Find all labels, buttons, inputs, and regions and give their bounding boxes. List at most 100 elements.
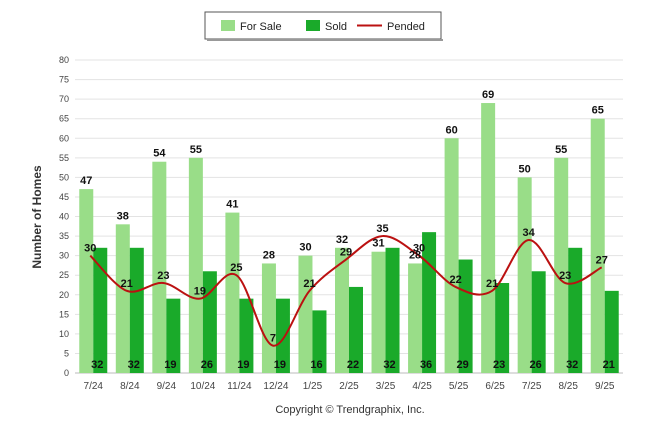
y-tick-label: 70 bbox=[59, 94, 69, 104]
x-tick-label: 9/25 bbox=[595, 381, 615, 392]
data-label-sold: 29 bbox=[456, 359, 468, 371]
data-label-sold: 23 bbox=[493, 359, 505, 371]
x-tick-label: 8/25 bbox=[558, 381, 578, 392]
data-label-sold: 32 bbox=[91, 359, 103, 371]
y-tick-label: 30 bbox=[59, 251, 69, 261]
data-label-for-sale: 30 bbox=[299, 242, 311, 254]
bar-for-sale bbox=[481, 103, 496, 373]
y-tick-label: 65 bbox=[59, 114, 69, 124]
y-axis-label: Number of Homes bbox=[30, 165, 44, 269]
data-label-sold: 21 bbox=[603, 359, 615, 371]
data-label-pended: 23 bbox=[157, 270, 169, 282]
data-label-for-sale: 50 bbox=[519, 163, 531, 175]
x-tick-label: 4/25 bbox=[412, 381, 432, 392]
data-label-sold: 19 bbox=[274, 359, 286, 371]
data-label-pended: 21 bbox=[303, 278, 315, 290]
copyright-text: Copyright © Trendgraphix, Inc. bbox=[275, 404, 424, 416]
y-tick-label: 25 bbox=[59, 270, 69, 280]
x-tick-label: 10/24 bbox=[190, 381, 215, 392]
x-tick-label: 7/25 bbox=[522, 381, 542, 392]
x-tick-label: 3/25 bbox=[376, 381, 396, 392]
bar-for-sale bbox=[517, 177, 532, 373]
y-tick-label: 5 bbox=[64, 348, 69, 358]
bar-for-sale bbox=[444, 138, 459, 373]
legend-label-for-sale: For Sale bbox=[240, 21, 282, 33]
y-tick-label: 40 bbox=[59, 212, 69, 222]
bar-for-sale bbox=[225, 212, 240, 373]
legend: For Sale Sold Pended bbox=[204, 11, 443, 41]
data-labels: 47 32 38 32 54 19 55 26 41 19 28 19 30 16 32 22 31 32 28 36… bbox=[80, 89, 615, 371]
data-label-for-sale: 32 bbox=[336, 234, 348, 246]
data-label-for-sale: 60 bbox=[445, 124, 457, 136]
data-label-sold: 19 bbox=[237, 359, 249, 371]
bar-sold bbox=[93, 247, 108, 373]
legend-box bbox=[204, 11, 442, 40]
data-label-pended: 35 bbox=[376, 223, 388, 235]
data-label-sold: 22 bbox=[347, 359, 359, 371]
data-label-for-sale: 38 bbox=[117, 210, 129, 222]
x-tick-label: 6/25 bbox=[485, 381, 505, 392]
y-tick-label: 0 bbox=[64, 368, 69, 378]
bar-for-sale bbox=[188, 157, 203, 373]
data-label-pended: 21 bbox=[121, 278, 133, 290]
x-axis: 7/24 8/24 9/24 10/24 11/24 12/24 1/25 2/25 3/25 4… bbox=[84, 381, 615, 392]
x-tick-label: 9/24 bbox=[157, 381, 177, 392]
bar-for-sale bbox=[371, 251, 386, 373]
data-label-pended: 22 bbox=[449, 274, 461, 286]
y-tick-label: 15 bbox=[59, 309, 69, 319]
data-label-sold: 16 bbox=[310, 359, 322, 371]
data-label-for-sale: 69 bbox=[482, 89, 494, 101]
y-tick-label: 35 bbox=[59, 231, 69, 241]
y-tick-label: 75 bbox=[59, 75, 69, 85]
legend-label-pended: Pended bbox=[387, 21, 425, 33]
data-label-pended: 21 bbox=[486, 278, 498, 290]
data-label-sold: 32 bbox=[566, 359, 578, 371]
data-label-for-sale: 55 bbox=[555, 144, 567, 156]
bar-sold bbox=[166, 298, 181, 373]
y-tick-label: 50 bbox=[59, 172, 69, 182]
data-label-pended: 30 bbox=[84, 243, 96, 255]
data-label-pended: 7 bbox=[270, 333, 276, 345]
data-label-pended: 30 bbox=[413, 243, 425, 255]
bar-for-sale bbox=[79, 189, 94, 373]
data-label-pended: 19 bbox=[194, 286, 206, 298]
bar-for-sale bbox=[152, 161, 167, 373]
bar-sold bbox=[275, 298, 290, 373]
data-label-pended: 34 bbox=[523, 227, 536, 239]
data-label-sold: 32 bbox=[128, 359, 140, 371]
data-label-for-sale: 28 bbox=[409, 249, 421, 261]
x-tick-label: 7/24 bbox=[84, 381, 104, 392]
data-label-sold: 19 bbox=[164, 359, 176, 371]
data-label-sold: 26 bbox=[201, 359, 213, 371]
legend-swatch-sold bbox=[306, 20, 320, 31]
bar-for-sale bbox=[261, 263, 276, 373]
y-tick-label: 45 bbox=[59, 192, 69, 202]
x-tick-label: 1/25 bbox=[303, 381, 323, 392]
y-tick-label: 55 bbox=[59, 153, 69, 163]
bar-for-sale bbox=[115, 224, 130, 373]
bar-sold bbox=[239, 298, 254, 373]
legend-shadow bbox=[207, 39, 443, 41]
data-label-for-sale: 31 bbox=[372, 238, 384, 250]
bar-sold bbox=[385, 247, 400, 373]
x-tick-label: 11/24 bbox=[227, 381, 252, 392]
bar-sold bbox=[604, 290, 619, 373]
data-label-sold: 32 bbox=[383, 359, 395, 371]
pended-line-group bbox=[89, 235, 603, 347]
bar-sold bbox=[129, 247, 144, 373]
y-tick-label: 20 bbox=[59, 290, 69, 300]
bar-sold bbox=[531, 271, 546, 373]
bar-for-sale bbox=[590, 118, 605, 373]
bar-for-sale bbox=[408, 263, 423, 373]
data-label-for-sale: 54 bbox=[153, 148, 166, 160]
data-label-for-sale: 55 bbox=[190, 144, 202, 156]
data-label-for-sale: 65 bbox=[592, 105, 604, 117]
data-label-sold: 26 bbox=[530, 359, 542, 371]
legend-label-sold: Sold bbox=[325, 21, 347, 33]
y-tick-label: 60 bbox=[59, 133, 69, 143]
data-label-pended: 25 bbox=[230, 262, 242, 274]
bar-sold bbox=[568, 247, 583, 373]
legend-swatch-for-sale bbox=[221, 20, 235, 31]
bar-for-sale bbox=[298, 255, 313, 373]
